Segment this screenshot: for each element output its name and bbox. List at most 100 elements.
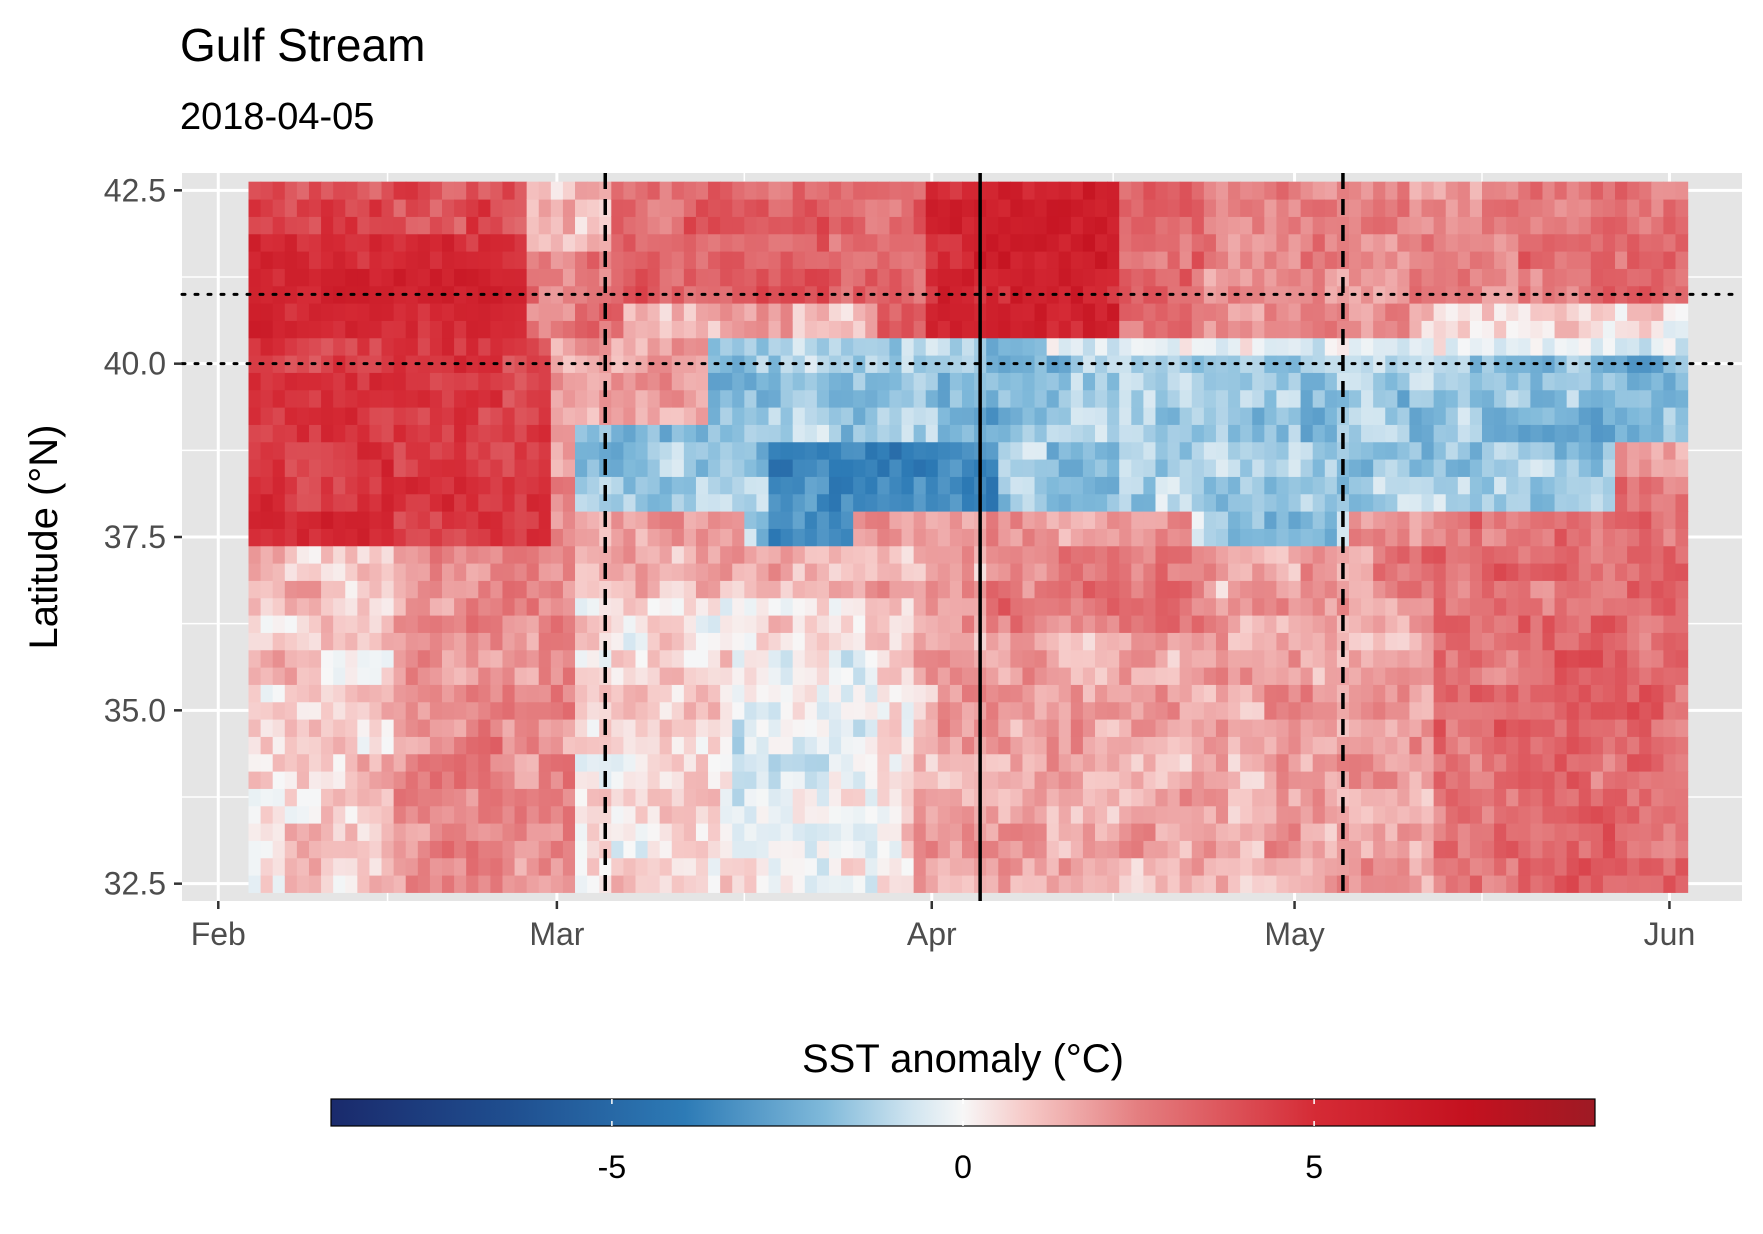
heatmap-cell (442, 268, 455, 287)
heatmap-cell (841, 788, 854, 807)
heatmap-cell (1469, 615, 1483, 633)
heatmap-cell (1022, 441, 1036, 460)
heatmap-cell (1312, 233, 1326, 252)
heatmap-cell (1300, 771, 1314, 789)
heatmap-cell (1107, 563, 1120, 581)
heatmap-cell (369, 372, 383, 391)
heatmap-cell (333, 476, 346, 495)
heatmap-cell (1143, 528, 1157, 547)
heatmap-cell (611, 788, 624, 807)
heatmap-cell (1469, 268, 1483, 287)
heatmap-cell (1348, 788, 1362, 807)
heatmap-cell (1602, 875, 1616, 893)
heatmap-cell (260, 216, 274, 235)
heatmap-cell (599, 389, 612, 408)
heatmap-cell (466, 251, 479, 269)
heatmap-cell (792, 199, 806, 217)
heatmap-cell (671, 424, 685, 443)
heatmap-cell (562, 823, 576, 841)
heatmap-cell (901, 303, 915, 321)
heatmap-cell (901, 736, 915, 755)
heatmap-cell (623, 719, 637, 737)
heatmap-cell (1373, 251, 1386, 269)
heatmap-cell (1131, 337, 1144, 356)
heatmap-cell (466, 476, 479, 495)
heatmap-cell (1494, 493, 1507, 512)
heatmap-cell (1264, 441, 1278, 460)
heatmap-cell (1288, 528, 1302, 547)
heatmap-cell (417, 389, 431, 408)
heatmap-cell (1155, 736, 1169, 755)
heatmap-cell (949, 511, 963, 529)
heatmap-cell (1421, 632, 1435, 651)
heatmap-cell (732, 840, 745, 859)
heatmap-cell (1010, 528, 1024, 547)
heatmap-cell (695, 320, 709, 339)
heatmap-cell (1566, 823, 1580, 841)
heatmap-cell (405, 441, 419, 460)
heatmap-cell (1482, 684, 1495, 703)
heatmap-cell (1373, 199, 1386, 217)
heatmap-cell (1276, 441, 1290, 460)
heatmap-cell (466, 823, 479, 841)
heatmap-cell (937, 233, 951, 252)
heatmap-cell (1348, 840, 1362, 859)
heatmap-cell (1082, 476, 1096, 495)
heatmap-cell (1530, 251, 1544, 269)
heatmap-cell (1191, 580, 1205, 599)
heatmap-cell (1602, 251, 1616, 269)
heatmap-cell (841, 701, 854, 720)
heatmap-cell (1240, 753, 1253, 772)
heatmap-cell (611, 476, 624, 495)
heatmap-cell (1082, 511, 1096, 529)
heatmap-cell (1578, 597, 1592, 616)
heatmap-cell (442, 216, 455, 235)
heatmap-cell (272, 493, 286, 512)
heatmap-cell (671, 736, 685, 755)
heatmap-cell (575, 389, 588, 408)
heatmap-cell (1119, 753, 1132, 772)
heatmap-cell (1095, 216, 1108, 235)
heatmap-cell (1590, 459, 1604, 477)
heatmap-cell (828, 667, 842, 685)
heatmap-cell (986, 857, 999, 876)
heatmap-cell (877, 233, 891, 252)
heatmap-cell (1203, 199, 1217, 217)
heatmap-cell (1361, 216, 1374, 235)
heatmap-cell (1421, 736, 1435, 755)
heatmap-cell (562, 805, 576, 824)
heatmap-cell (1191, 719, 1205, 737)
heatmap-cell (720, 753, 733, 772)
heatmap-cell (1058, 268, 1072, 287)
heatmap-cell (659, 233, 673, 252)
heatmap-cell (828, 251, 842, 269)
heatmap-cell (853, 251, 866, 269)
heatmap-cell (248, 355, 262, 373)
heatmap-cell (1542, 528, 1556, 547)
heatmap-cell (1155, 493, 1169, 512)
heatmap-cell (1627, 771, 1640, 789)
heatmap-cell (720, 355, 733, 373)
heatmap-cell (417, 684, 431, 703)
heatmap-cell (611, 753, 624, 772)
heatmap-cell (1421, 788, 1435, 807)
heatmap-cell (1530, 840, 1544, 859)
heatmap-cell (865, 805, 878, 824)
heatmap-cell (1240, 736, 1253, 755)
heatmap-cell (272, 875, 286, 893)
heatmap-cell (1421, 701, 1435, 720)
heatmap-cell (913, 303, 927, 321)
heatmap-cell (949, 788, 963, 807)
heatmap-cell (1445, 563, 1459, 581)
heatmap-cell (490, 424, 504, 443)
heatmap-cell (647, 268, 661, 287)
heatmap-cell (913, 251, 927, 269)
heatmap-cell (901, 216, 915, 235)
heatmap-cell (1010, 771, 1024, 789)
heatmap-cell (1530, 667, 1544, 685)
heatmap-cell (1191, 251, 1205, 269)
heatmap-cell (768, 875, 782, 893)
heatmap-cell (1215, 701, 1229, 720)
heatmap-cell (1385, 199, 1398, 217)
heatmap-cell (1518, 424, 1531, 443)
